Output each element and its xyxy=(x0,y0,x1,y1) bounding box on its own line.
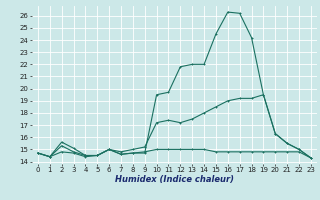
X-axis label: Humidex (Indice chaleur): Humidex (Indice chaleur) xyxy=(115,175,234,184)
